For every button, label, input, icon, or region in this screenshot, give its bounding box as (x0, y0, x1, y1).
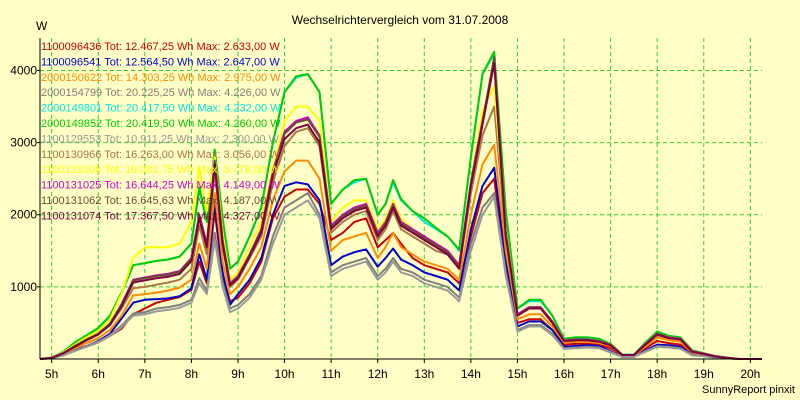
legend-entry-1100129553: 1100129553 Tot: 10.911,25 Wh Max: 2.300,… (41, 133, 280, 145)
y-axis-unit-label: W (36, 19, 48, 33)
axes: 5h 6h 7h 8h 9h 10h 11h 12h 13h 14h 15h 16h 17h 18h 19h… (10, 38, 762, 381)
series-line-1100129553 (39, 195, 762, 360)
legend-entry-1100131062: 1100131062 Tot: 16.645,63 Wh Max: 4.187,… (41, 195, 280, 207)
y-tick-label: 2000 (10, 208, 37, 222)
legend-entry-1100131074: 1100131074 Tot: 17.367,50 Wh Max: 4.327,… (41, 210, 280, 222)
y-tick-label: 1000 (10, 280, 37, 294)
x-tick-label: 6h (92, 367, 105, 381)
chart-title: Wechselrichtervergleich vom 31.07.2008 (292, 13, 509, 27)
legend-entry-2000149801: 2000149801 Tot: 20.417,50 Wh Max: 4.232,… (41, 103, 281, 115)
legend: 1100096436 Tot: 12.467,25 Wh Max: 2.633,… (41, 41, 281, 222)
x-tick-label: 7h (138, 367, 151, 381)
x-tick-label: 5h (45, 367, 58, 381)
y-tick-label: 4000 (10, 63, 37, 77)
x-tick-label: 14h (461, 367, 481, 381)
x-tick-label: 19h (694, 367, 714, 381)
legend-entry-1100096436: 1100096436 Tot: 12.467,25 Wh Max: 2.633,… (41, 41, 280, 53)
x-tick-label: 10h (275, 367, 295, 381)
x-tick-label: 18h (647, 367, 667, 381)
x-tick-label: 20h (740, 367, 760, 381)
x-tick-label: 11h (322, 367, 341, 381)
series-line-1100131074 (39, 62, 762, 360)
legend-entry-1100131008: 1100131008 Tot: 19.081,75 Wh Max: 3.778,… (41, 164, 280, 176)
series-lines (39, 50, 762, 360)
x-tick-label: 16h (554, 367, 574, 381)
x-tick-label: 13h (414, 367, 434, 381)
y-tick-label: 3000 (10, 136, 37, 150)
x-tick-label: 12h (368, 367, 388, 381)
legend-entry-2000154799: 2000154799 Tot: 20.225,25 Wh Max: 4.226,… (41, 87, 281, 99)
legend-entry-2000149852: 2000149852 Tot: 20.419,50 Wh Max: 4.260,… (41, 118, 281, 130)
legend-entry-2000150622: 2000150622 Tot: 14.303,25 Wh Max: 2.975,… (41, 72, 281, 84)
x-tick-label: 15h (507, 367, 527, 381)
legend-entry-1100096541: 1100096541 Tot: 12.564,50 Wh Max: 2.647,… (41, 56, 280, 68)
legend-entry-1100130966: 1100130966 Tot: 16.263,00 Wh Max: 3.056,… (41, 149, 280, 161)
x-tick-label: 17h (601, 367, 621, 381)
x-tick-label: 9h (231, 367, 244, 381)
legend-entry-1100131025: 1100131025 Tot: 16.644,25 Wh Max: 4.149,… (41, 180, 280, 192)
x-tick-label: 8h (185, 367, 198, 381)
report-credit: SunnyReport pinxit (702, 384, 795, 396)
